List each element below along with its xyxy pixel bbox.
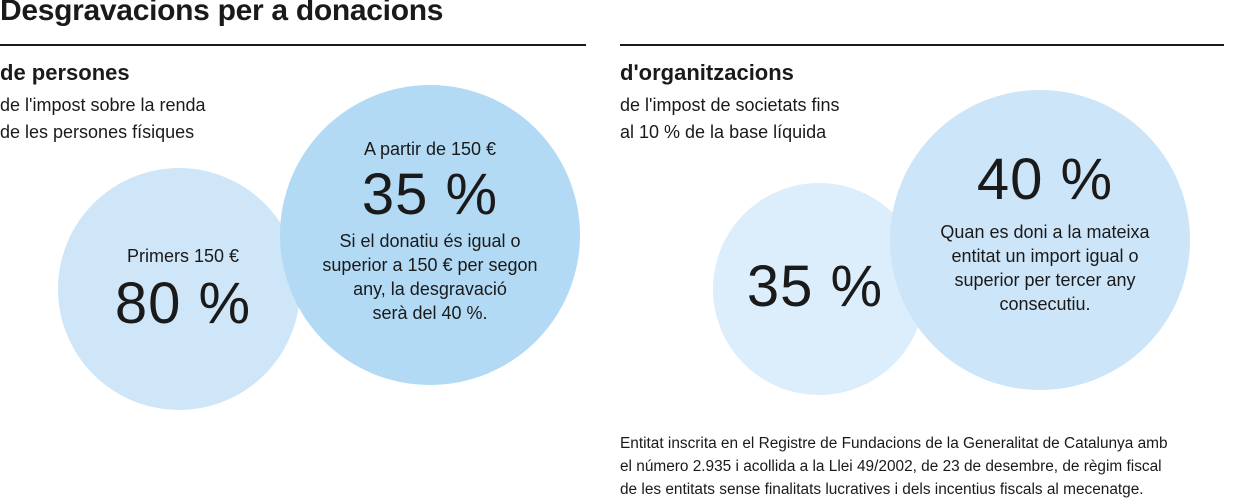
above-150-circle — [280, 85, 580, 385]
org-repeat-circle — [890, 90, 1190, 390]
org-repeat-note-line: Quan es doni a la mateixa — [940, 222, 1150, 242]
organizations-subtitle: de l'impost de societats fins al 10 % de… — [620, 92, 840, 146]
first-150-label: Primers 150 € — [126, 246, 240, 266]
org-repeat-text: 40 % Quan es doni a la mateixa entitat u… — [905, 148, 1185, 316]
org-repeat-note-line: entitat un import igual o — [951, 246, 1139, 266]
org-base-text: 35 % — [740, 255, 890, 319]
divider-left — [0, 44, 586, 46]
above-150-note-line: any, la desgravació — [353, 279, 507, 299]
organizations-subtitle-line: de l'impost de societats fins — [620, 95, 840, 115]
organizations-heading: d'organitzacions — [620, 60, 794, 85]
organizations-subtitle-line: al 10 % de la base líquida — [620, 122, 827, 142]
footnote-line: de les entitats sense finalitats lucrati… — [620, 481, 1144, 498]
persons-subtitle: de l'impost sobre la renda de les person… — [0, 92, 206, 146]
org-repeat-note-line: superior per tercer any — [954, 270, 1136, 290]
divider-right — [620, 44, 1224, 46]
above-150-label: A partir de 150 € — [363, 139, 497, 159]
persons-heading: de persones — [0, 60, 130, 85]
org-repeat-note-line: consecutiu. — [999, 294, 1091, 314]
footnote: Entitat inscrita en el Registre de Funda… — [620, 432, 1232, 501]
first-150-circle — [58, 168, 300, 410]
persons-subtitle-line: de l'impost sobre la renda — [0, 95, 206, 115]
org-repeat-percent: 40 % — [976, 147, 1114, 212]
above-150-note-line: Si el donatiu és igual o — [339, 231, 521, 251]
above-150-percent: 35 % — [361, 162, 499, 227]
above-150-text: A partir de 150 € 35 % Si el donatiu és … — [290, 137, 570, 325]
persons-subtitle-line: de les persones físiques — [0, 122, 195, 142]
first-150-text: Primers 150 € 80 % — [58, 244, 308, 336]
above-150-note-line: serà del 40 %. — [372, 303, 488, 323]
org-repeat-note: Quan es doni a la mateixa entitat un imp… — [905, 220, 1185, 316]
footnote-line: Entitat inscrita en el Registre de Funda… — [620, 435, 1168, 452]
above-150-note: Si el donatiu és igual o superior a 150 … — [290, 229, 570, 325]
org-base-circle — [713, 183, 925, 395]
above-150-note-line: superior a 150 € per segon — [322, 255, 538, 275]
first-150-percent: 80 % — [114, 271, 252, 336]
footnote-line: el número 2.935 i acollida a la Llei 49/… — [620, 458, 1162, 475]
org-base-percent: 35 % — [746, 254, 884, 319]
page-title: Desgravacions per a donacions — [0, 0, 444, 27]
